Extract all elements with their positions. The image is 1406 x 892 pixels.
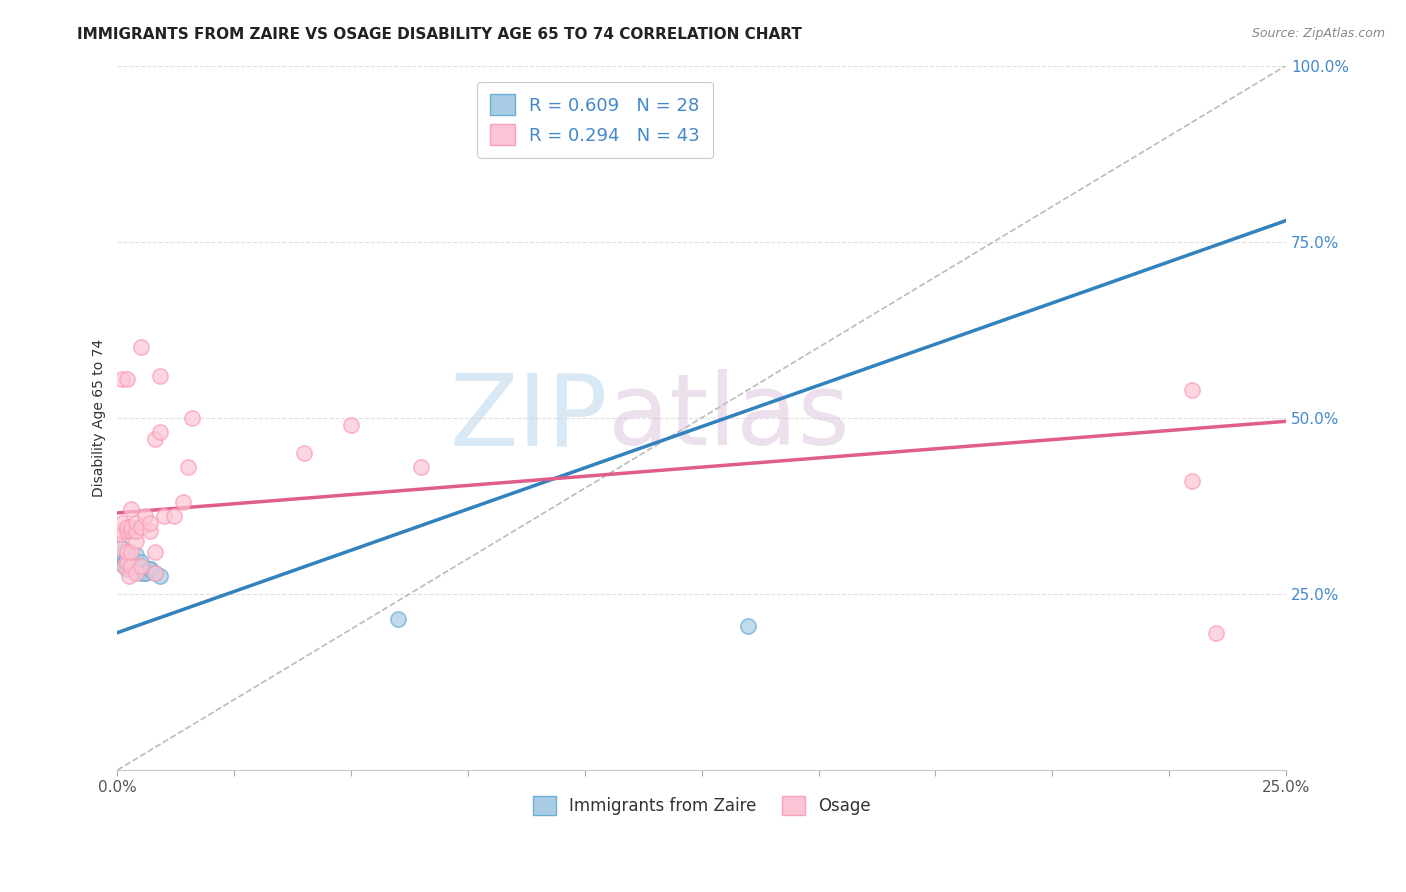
Point	[111, 541, 134, 555]
Point	[121, 524, 143, 538]
Point	[114, 558, 136, 573]
Point	[129, 520, 152, 534]
Point	[111, 524, 134, 538]
Point	[111, 544, 134, 558]
Point	[181, 410, 204, 425]
Point	[143, 566, 166, 580]
Point	[115, 544, 138, 558]
Point	[121, 558, 143, 573]
Point	[125, 548, 148, 562]
Point	[115, 562, 138, 576]
Point	[110, 551, 132, 566]
Text: Source: ZipAtlas.com: Source: ZipAtlas.com	[1251, 27, 1385, 40]
Point	[134, 509, 156, 524]
Point	[121, 555, 143, 569]
Point	[125, 566, 148, 580]
Point	[143, 432, 166, 446]
Point	[118, 555, 141, 569]
Point	[115, 555, 138, 569]
Point	[148, 425, 170, 439]
Point	[1181, 474, 1204, 488]
Text: IMMIGRANTS FROM ZAIRE VS OSAGE DISABILITY AGE 65 TO 74 CORRELATION CHART: IMMIGRANTS FROM ZAIRE VS OSAGE DISABILIT…	[77, 27, 803, 42]
Legend: Immigrants from Zaire, Osage: Immigrants from Zaire, Osage	[523, 786, 882, 825]
Point	[129, 555, 152, 569]
Point	[110, 527, 132, 541]
Point	[411, 460, 433, 475]
Point	[125, 562, 148, 576]
Point	[121, 502, 143, 516]
Point	[176, 460, 198, 475]
Point	[114, 555, 136, 569]
Point	[134, 566, 156, 580]
Point	[148, 569, 170, 583]
Point	[115, 372, 138, 386]
Point	[121, 544, 143, 558]
Point	[125, 524, 148, 538]
Point	[153, 509, 176, 524]
Point	[125, 516, 148, 531]
Point	[129, 558, 152, 573]
Point	[162, 509, 184, 524]
Point	[118, 555, 141, 569]
Point	[129, 340, 152, 354]
Point	[121, 558, 143, 573]
Point	[115, 551, 138, 566]
Point	[121, 520, 143, 534]
Point	[118, 569, 141, 583]
Point	[129, 558, 152, 573]
Point	[1205, 625, 1227, 640]
Point	[143, 544, 166, 558]
Point	[129, 566, 152, 580]
Text: ZIP: ZIP	[450, 369, 609, 467]
Point	[110, 555, 132, 569]
Point	[139, 562, 162, 576]
Point	[139, 524, 162, 538]
Point	[172, 495, 194, 509]
Point	[114, 558, 136, 573]
Point	[125, 534, 148, 549]
Point	[121, 551, 143, 566]
Text: atlas: atlas	[609, 369, 849, 467]
Point	[139, 562, 162, 576]
Point	[148, 368, 170, 383]
Point	[143, 566, 166, 580]
Point	[115, 555, 138, 569]
Point	[111, 516, 134, 531]
Point	[115, 520, 138, 534]
Point	[387, 611, 409, 625]
Point	[139, 516, 162, 531]
Point	[134, 566, 156, 580]
Point	[108, 541, 131, 555]
Point	[294, 446, 316, 460]
Point	[115, 524, 138, 538]
Point	[111, 548, 134, 562]
Point	[1181, 383, 1204, 397]
Point	[737, 618, 759, 632]
Y-axis label: Disability Age 65 to 74: Disability Age 65 to 74	[93, 339, 107, 497]
Point	[111, 372, 134, 386]
Point	[340, 417, 363, 432]
